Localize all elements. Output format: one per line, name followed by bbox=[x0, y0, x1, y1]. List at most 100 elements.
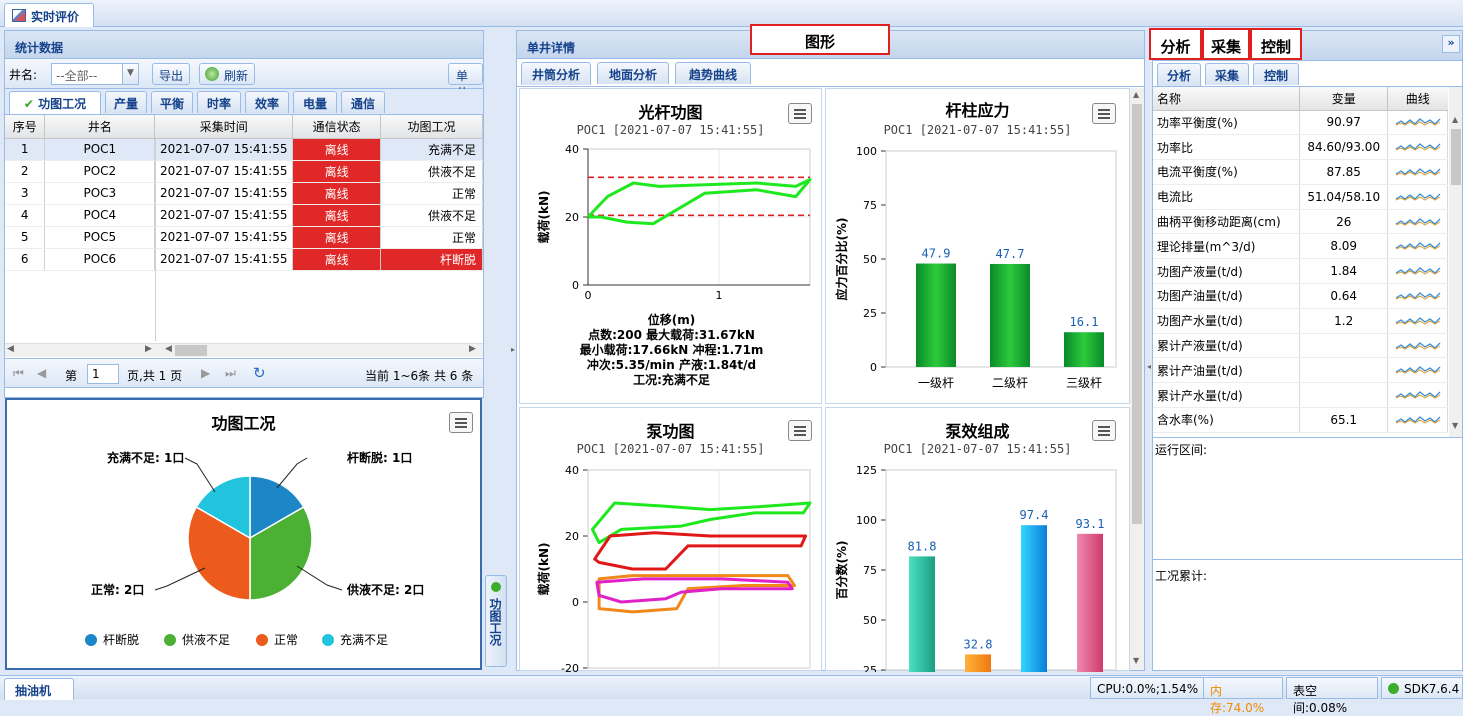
legend-label[interactable]: 充满不足 bbox=[340, 632, 388, 647]
col-value[interactable]: 变量 bbox=[1299, 87, 1389, 111]
table-row[interactable]: 2 POC2 2021-07-07 15:41:55 离线 供液不足 bbox=[5, 160, 483, 183]
next-page-icon[interactable]: ▶ bbox=[201, 366, 211, 380]
locked-column-divider bbox=[155, 139, 156, 341]
sparkline-icon[interactable] bbox=[1387, 382, 1448, 409]
cell-value: 51.04/58.10 bbox=[1299, 184, 1389, 210]
table-row[interactable]: 1 POC1 2021-07-07 15:41:55 离线 充满不足 bbox=[5, 138, 483, 161]
col-curve[interactable]: 曲线 bbox=[1387, 87, 1448, 111]
reload-icon[interactable]: ↻ bbox=[253, 364, 266, 382]
bar bbox=[1064, 332, 1104, 367]
first-page-icon[interactable]: ⏮ bbox=[13, 366, 24, 380]
table-row[interactable]: 累计产水量(t/d) bbox=[1153, 382, 1448, 409]
table-row[interactable]: 功图产油量(t/d) 0.64 bbox=[1153, 283, 1448, 309]
analysis-scrollbar[interactable]: ▲ ▼ bbox=[1449, 87, 1462, 437]
tab-surface-analysis[interactable]: 地面分析 bbox=[597, 62, 669, 84]
tab-pump-unit[interactable]: 抽油机 bbox=[4, 678, 74, 700]
tab-efficiency[interactable]: 效率 bbox=[245, 91, 289, 113]
legend-label[interactable]: 杆断脱 bbox=[103, 632, 139, 647]
well-select[interactable]: --全部-- ▼ bbox=[51, 63, 139, 85]
table-row[interactable]: 功图产液量(t/d) 1.84 bbox=[1153, 258, 1448, 285]
sparkline-icon[interactable] bbox=[1387, 233, 1448, 260]
table-row[interactable]: 累计产油量(t/d) bbox=[1153, 357, 1448, 384]
tab-realtime-evaluation[interactable]: 实时评价 bbox=[4, 3, 94, 27]
page-input[interactable]: 1 bbox=[87, 364, 119, 384]
collapse-right-icon[interactable]: ◂ bbox=[1147, 362, 1152, 371]
sparkline-icon[interactable] bbox=[1387, 159, 1448, 185]
scroll-thumb[interactable] bbox=[1451, 129, 1461, 185]
col-condition[interactable]: 功图工况 bbox=[380, 115, 483, 139]
scroll-up-icon[interactable]: ▲ bbox=[1133, 90, 1140, 99]
table-row[interactable]: 累计产液量(t/d) bbox=[1153, 333, 1448, 359]
chart4-menu-button[interactable] bbox=[1092, 420, 1116, 441]
table-row[interactable]: 曲柄平衡移动距离(cm) 26 bbox=[1153, 209, 1448, 235]
scroll-left-icon-2[interactable]: ◀ bbox=[165, 344, 172, 354]
stats-table: 序号 井名 采集时间 通信状态 功图工况 1 POC1 2021-07-07 15:… bbox=[5, 115, 483, 271]
cell-value: 26 bbox=[1299, 209, 1389, 235]
collapse-left-icon[interactable]: ▸ bbox=[511, 345, 516, 354]
tab-trend-curve[interactable]: 趋势曲线 bbox=[675, 62, 751, 84]
sparkline-icon[interactable] bbox=[1387, 357, 1448, 384]
tab-power[interactable]: 电量 bbox=[293, 91, 337, 113]
table-row[interactable]: 功图产水量(t/d) 1.2 bbox=[1153, 308, 1448, 334]
top-tabbar: 实时评价 bbox=[0, 0, 1463, 27]
scroll-left-icon[interactable]: ◀ bbox=[7, 344, 14, 354]
legend-label[interactable]: 正常 bbox=[274, 633, 298, 647]
table-row[interactable]: 功率平衡度(%) 90.97 bbox=[1153, 110, 1448, 136]
sparkline-icon[interactable] bbox=[1387, 407, 1448, 433]
tab-communication[interactable]: 通信 bbox=[341, 91, 385, 113]
scroll-thumb[interactable] bbox=[1132, 104, 1142, 524]
scroll-down-icon[interactable]: ▼ bbox=[1133, 656, 1140, 665]
pie-menu-button[interactable] bbox=[449, 412, 473, 433]
horizontal-scrollbar[interactable]: ◀ ▶ ◀ ▶ bbox=[5, 343, 483, 357]
table-row[interactable]: 3 POC3 2021-07-07 15:41:55 离线 正常 bbox=[5, 182, 483, 205]
tab-control[interactable]: 控制 bbox=[1253, 63, 1299, 85]
tab-wellbore-analysis[interactable]: 井筒分析 bbox=[521, 62, 591, 85]
expand-panel-icon[interactable]: » bbox=[1442, 35, 1460, 53]
prev-page-icon[interactable]: ◀ bbox=[37, 366, 47, 380]
last-page-icon[interactable]: ⏭ bbox=[225, 366, 236, 380]
table-row[interactable]: 6 POC6 2021-07-07 15:41:55 离线 杆断脱 bbox=[5, 248, 483, 271]
scroll-right-icon[interactable]: ▶ bbox=[145, 344, 152, 354]
col-index[interactable]: 序号 bbox=[5, 115, 46, 139]
export-button[interactable]: 导出 bbox=[152, 63, 191, 85]
col-time[interactable]: 采集时间 bbox=[154, 115, 294, 139]
tab-time-rate[interactable]: 时率 bbox=[197, 91, 241, 113]
table-row[interactable]: 含水率(%) 65.1 bbox=[1153, 407, 1448, 433]
chart2-menu-button[interactable] bbox=[1092, 103, 1116, 124]
col-comm[interactable]: 通信状态 bbox=[292, 115, 382, 139]
sparkline-icon[interactable] bbox=[1387, 258, 1448, 285]
scroll-down-icon[interactable]: ▼ bbox=[1452, 421, 1459, 430]
table-row[interactable]: 电流比 51.04/58.10 bbox=[1153, 184, 1448, 210]
scroll-thumb[interactable] bbox=[175, 345, 207, 356]
scroll-right-icon-2[interactable]: ▶ bbox=[469, 344, 476, 354]
chevron-down-icon[interactable]: ▼ bbox=[122, 64, 138, 84]
tab-collection[interactable]: 采集 bbox=[1205, 63, 1249, 85]
scroll-up-icon[interactable]: ▲ bbox=[1452, 115, 1459, 124]
col-name[interactable]: 名称 bbox=[1153, 87, 1301, 111]
side-tab-diagram-status[interactable]: 功图工况 bbox=[485, 575, 507, 667]
tab-output[interactable]: 产量 bbox=[105, 91, 147, 113]
table-row[interactable]: 5 POC5 2021-07-07 15:41:55 离线 正常 bbox=[5, 226, 483, 249]
tab-analysis[interactable]: 分析 bbox=[1157, 63, 1201, 86]
table-row[interactable]: 电流平衡度(%) 87.85 bbox=[1153, 159, 1448, 185]
sparkline-icon[interactable] bbox=[1387, 134, 1448, 161]
table-row[interactable]: 功率比 84.60/93.00 bbox=[1153, 134, 1448, 161]
sparkline-icon[interactable] bbox=[1387, 308, 1448, 334]
refresh-button[interactable]: 刷新 bbox=[199, 63, 256, 85]
sparkline-icon[interactable] bbox=[1387, 283, 1448, 309]
col-well[interactable]: 井名 bbox=[44, 115, 156, 139]
legend-label[interactable]: 供液不足 bbox=[182, 632, 230, 647]
table-row[interactable]: 理论排量(m^3/d) 8.09 bbox=[1153, 233, 1448, 260]
sparkline-icon[interactable] bbox=[1387, 110, 1448, 136]
tab-balance[interactable]: 平衡 bbox=[151, 91, 193, 113]
chart1-menu-button[interactable] bbox=[788, 103, 812, 124]
sparkline-icon[interactable] bbox=[1387, 333, 1448, 359]
well-history-button[interactable]: 单井历史 bbox=[448, 63, 483, 134]
tab-diagram-status[interactable]: ✔ 功图工况 bbox=[9, 91, 101, 114]
cell-comm-status: 离线 bbox=[292, 160, 382, 183]
sparkline-icon[interactable] bbox=[1387, 209, 1448, 235]
chart3-menu-button[interactable] bbox=[788, 420, 812, 441]
table-row[interactable]: 4 POC4 2021-07-07 15:41:55 离线 供液不足 bbox=[5, 204, 483, 227]
sparkline-icon[interactable] bbox=[1387, 184, 1448, 210]
detail-scrollbar[interactable]: ▲ ▼ bbox=[1130, 88, 1144, 670]
